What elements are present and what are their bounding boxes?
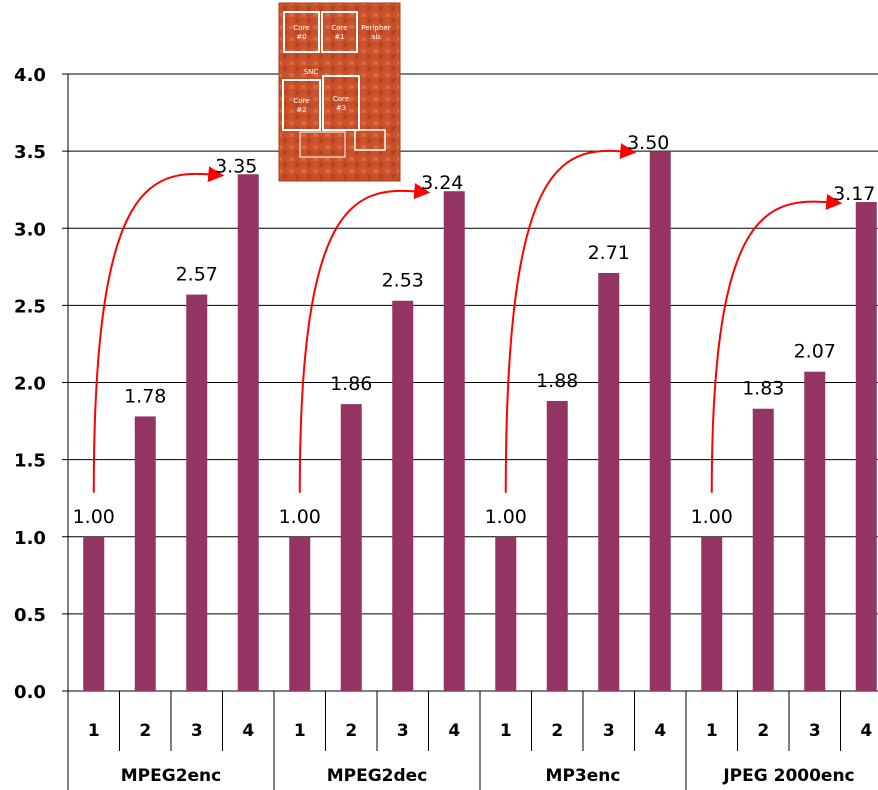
y-tick-label: 2.0 <box>14 374 46 395</box>
bar <box>289 537 310 691</box>
x-axis-labels: 1 2 3 4 MPEG2enc 1 2 3 4 MPEG2dec 1 2 3 4 MP3enc 1 2 3 4 JP… <box>88 691 873 790</box>
die-label: #1 <box>334 33 344 41</box>
bar <box>650 151 671 691</box>
data-label: 1.88 <box>536 370 578 392</box>
data-label: 1.00 <box>485 506 527 528</box>
data-label: 2.71 <box>588 242 630 264</box>
bar <box>804 372 825 691</box>
bar <box>83 537 104 691</box>
y-tick-label: 1.5 <box>14 451 46 472</box>
x-tick-label: 4 <box>448 721 460 741</box>
die-label: Core <box>331 24 347 32</box>
y-tick-label: 0.0 <box>14 682 46 703</box>
y-tick-label: 4.0 <box>14 65 46 86</box>
die-label: Peripher <box>361 24 390 32</box>
data-label: 1.83 <box>742 378 784 400</box>
die-label: #3 <box>336 104 346 112</box>
data-label: 1.86 <box>330 373 372 395</box>
data-label: 2.07 <box>794 341 836 363</box>
die-label: #0 <box>296 33 306 41</box>
x-tick-label: 4 <box>654 721 666 741</box>
x-tick-label: 2 <box>345 721 357 741</box>
x-tick-label: 1 <box>500 721 512 741</box>
x-tick-label: 4 <box>242 721 254 741</box>
y-tick-label: 3.5 <box>14 142 46 163</box>
bars <box>83 151 877 691</box>
data-label: 3.24 <box>421 172 463 194</box>
data-label: 2.53 <box>382 270 424 292</box>
axes: 0.0 0.5 1.0 1.5 2.0 2.5 3.0 3.5 4.0 <box>14 65 68 790</box>
x-tick-label: 2 <box>551 721 563 741</box>
x-tick-label: 1 <box>706 721 718 741</box>
bar <box>238 174 259 691</box>
x-tick-label: 1 <box>88 721 100 741</box>
bar <box>856 202 877 691</box>
die-label: Core <box>293 97 309 105</box>
die-label: SNC <box>304 68 319 76</box>
die-label: Core <box>293 24 309 32</box>
data-label: 1.00 <box>73 506 115 528</box>
y-tick-label: 2.5 <box>14 296 46 317</box>
die-label: als <box>371 33 381 41</box>
bar <box>341 404 362 691</box>
x-tick-label: 1 <box>294 721 306 741</box>
data-label: 3.50 <box>627 132 669 154</box>
y-tick-label: 1.0 <box>14 528 46 549</box>
bar <box>753 409 774 691</box>
data-label: 3.17 <box>833 183 875 205</box>
x-tick-label: 3 <box>809 721 821 741</box>
bar <box>598 273 619 691</box>
data-label: 3.35 <box>215 155 257 177</box>
bar <box>135 416 156 691</box>
die-label: Core <box>333 95 349 103</box>
bar <box>547 401 568 691</box>
x-tick-label: 3 <box>191 721 203 741</box>
die-label: #2 <box>296 106 306 114</box>
bar <box>392 301 413 691</box>
y-tick-label: 0.5 <box>14 605 46 626</box>
bar <box>444 191 465 691</box>
group-label: MP3enc <box>546 766 621 786</box>
data-label: 1.78 <box>124 385 166 407</box>
x-tick-label: 2 <box>139 721 151 741</box>
x-tick-label: 2 <box>757 721 769 741</box>
data-label: 1.00 <box>691 506 733 528</box>
x-tick-label: 3 <box>603 721 615 741</box>
x-tick-label: 3 <box>397 721 409 741</box>
group-label: JPEG 2000enc <box>722 766 854 786</box>
y-tick-label: 3.0 <box>14 219 46 240</box>
bar <box>701 537 722 691</box>
group-label: MPEG2dec <box>327 766 428 786</box>
bar <box>186 295 207 691</box>
data-label: 2.57 <box>176 264 218 286</box>
data-label: 1.00 <box>279 506 321 528</box>
group-label: MPEG2enc <box>121 766 221 786</box>
x-tick-label: 4 <box>860 721 872 741</box>
bar <box>495 537 516 691</box>
